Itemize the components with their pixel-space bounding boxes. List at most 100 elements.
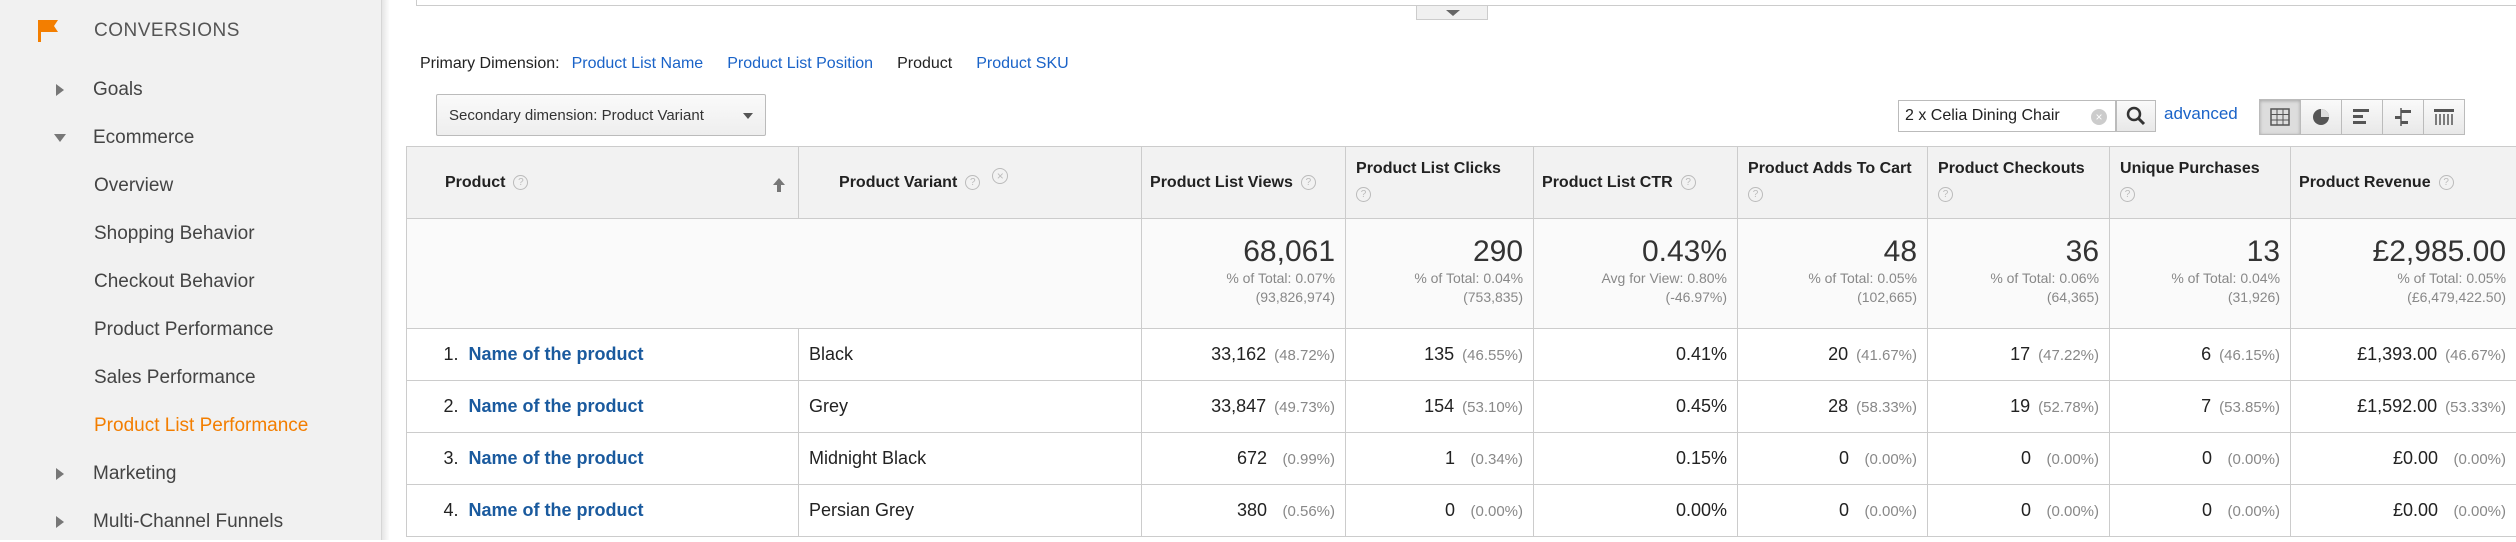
sidebar-item-goals[interactable]: Goals: [0, 70, 382, 110]
sidebar-item-product-performance[interactable]: Product Performance: [0, 310, 382, 350]
header-product-variant[interactable]: Product Variant?×: [799, 147, 1142, 219]
secondary-dimension-dropdown[interactable]: Secondary dimension: Product Variant: [436, 94, 766, 136]
expand-arrow-icon: [56, 84, 64, 96]
help-icon[interactable]: ?: [1681, 175, 1696, 190]
sidebar-item-label: Shopping Behavior: [94, 223, 255, 245]
dimension-product-list-position[interactable]: Product List Position: [727, 55, 873, 73]
header-label: Product: [445, 174, 505, 191]
report-main: Primary Dimension: Product List Name Pro…: [406, 0, 2516, 540]
cell-checkouts: 0(0.00%): [1928, 433, 2110, 485]
help-icon[interactable]: ?: [513, 175, 528, 190]
cell-checkouts: 19(52.78%): [1928, 381, 2110, 433]
product-name-link[interactable]: Name of the product: [469, 500, 644, 520]
cell-list-clicks: 135(46.55%): [1346, 329, 1534, 381]
cell-checkouts: 0(0.00%): [1928, 485, 2110, 537]
variant-cell: Grey: [799, 381, 1142, 433]
sort-ascending-icon[interactable]: [772, 177, 786, 193]
help-icon[interactable]: ?: [2120, 187, 2135, 202]
header-product-list-ctr[interactable]: Product List CTR?: [1534, 147, 1738, 219]
table-view-icon[interactable]: [2259, 99, 2301, 135]
product-name-link[interactable]: Name of the product: [469, 448, 644, 468]
variant-cell: Black: [799, 329, 1142, 381]
sidebar-item-shopping-behavior[interactable]: Shopping Behavior: [0, 214, 382, 254]
flag-icon: [36, 18, 60, 44]
product-name-link[interactable]: Name of the product: [469, 396, 644, 416]
sidebar-item-multi-channel-funnels[interactable]: Multi-Channel Funnels: [0, 502, 382, 542]
header-label: Product List Clicks: [1356, 160, 1501, 177]
total-checkouts: 36% of Total: 0.06%(64,365): [1928, 219, 2110, 329]
header-product-list-clicks[interactable]: Product List Clicks?: [1346, 147, 1534, 219]
sidebar-shadow: [382, 0, 390, 540]
variant-cell: Persian Grey: [799, 485, 1142, 537]
clear-search-icon[interactable]: ×: [2091, 109, 2107, 125]
help-icon[interactable]: ?: [1356, 187, 1371, 202]
search-button[interactable]: [2116, 100, 2156, 132]
help-icon[interactable]: ?: [2439, 175, 2454, 190]
header-product-revenue[interactable]: Product Revenue?: [2291, 147, 2516, 219]
totals-label-cell: [407, 219, 1142, 329]
comparison-view-icon[interactable]: [2382, 99, 2424, 135]
header-unique-purchases[interactable]: Unique Purchases?: [2110, 147, 2291, 219]
totals-row: 68,061% of Total: 0.07%(93,826,974) 290%…: [407, 219, 2516, 329]
sidebar-item-label: Ecommerce: [93, 127, 194, 149]
product-name-link[interactable]: Name of the product: [469, 344, 644, 364]
remove-dimension-icon[interactable]: ×: [992, 168, 1008, 184]
sidebar-item-label: Product List Performance: [94, 415, 308, 437]
table-search-input[interactable]: 2 x Celia Dining Chair ×: [1898, 100, 2116, 132]
total-adds-to-cart: 48% of Total: 0.05%(102,665): [1738, 219, 1928, 329]
total-unique-purchases: 13% of Total: 0.04%(31,926): [2110, 219, 2291, 329]
caret-down-icon: [743, 113, 753, 119]
pie-view-icon[interactable]: [2300, 99, 2342, 135]
total-revenue: £2,985.00% of Total: 0.05%(£6,479,422.50…: [2291, 219, 2516, 329]
report-table: Product? Product Variant?× Product List …: [406, 146, 2516, 537]
help-icon[interactable]: ?: [1301, 175, 1316, 190]
sidebar-item-marketing[interactable]: Marketing: [0, 454, 382, 494]
variant-cell: Midnight Black: [799, 433, 1142, 485]
header-label: Unique Purchases: [2120, 160, 2260, 177]
header-product[interactable]: Product?: [407, 147, 799, 219]
view-switcher: [2260, 99, 2465, 135]
cell-adds-to-cart: 20(41.67%): [1738, 329, 1928, 381]
sidebar-item-label: Checkout Behavior: [94, 271, 255, 293]
sidebar-item-product-list-performance[interactable]: Product List Performance: [0, 406, 382, 446]
total-list-ctr: 0.43%Avg for View: 0.80%(-46.97%): [1534, 219, 1738, 329]
cell-adds-to-cart: 0(0.00%): [1738, 433, 1928, 485]
expand-arrow-icon: [56, 516, 64, 528]
header-product-list-views[interactable]: Product List Views?: [1142, 147, 1346, 219]
sidebar-item-label: Goals: [93, 79, 143, 101]
header-label: Product Revenue: [2299, 174, 2431, 191]
help-icon[interactable]: ?: [965, 175, 980, 190]
pivot-view-icon[interactable]: [2423, 99, 2465, 135]
cell-list-views: 380(0.56%): [1142, 485, 1346, 537]
sidebar-item-ecommerce[interactable]: Ecommerce: [0, 118, 382, 158]
header-product-checkouts[interactable]: Product Checkouts?: [1928, 147, 2110, 219]
row-index: 2.: [407, 381, 459, 433]
dimension-product-list-name[interactable]: Product List Name: [572, 55, 704, 73]
sidebar-item-label: Marketing: [93, 463, 176, 485]
table-header-row: Product? Product Variant?× Product List …: [407, 147, 2516, 219]
help-icon[interactable]: ?: [1748, 187, 1763, 202]
dimension-product-current[interactable]: Product: [897, 55, 952, 73]
header-product-adds-to-cart[interactable]: Product Adds To Cart?: [1738, 147, 1928, 219]
collapse-chart-toggle[interactable]: [1416, 6, 1488, 20]
performance-view-icon[interactable]: [2341, 99, 2383, 135]
sidebar-item-checkout-behavior[interactable]: Checkout Behavior: [0, 262, 382, 302]
cell-list-clicks: 154(53.10%): [1346, 381, 1534, 433]
conversions-section[interactable]: CONVERSIONS: [36, 14, 240, 48]
cell-list-ctr: 0.00%: [1534, 485, 1738, 537]
sidebar-item-label: Sales Performance: [94, 367, 256, 389]
cell-adds-to-cart: 28(58.33%): [1738, 381, 1928, 433]
advanced-filter-link[interactable]: advanced: [2164, 104, 2238, 124]
sidebar-item-sales-performance[interactable]: Sales Performance: [0, 358, 382, 398]
dimension-product-sku[interactable]: Product SKU: [976, 55, 1068, 73]
sidebar-item-overview[interactable]: Overview: [0, 166, 382, 206]
sidebar-item-label: Multi-Channel Funnels: [93, 511, 283, 533]
help-icon[interactable]: ?: [1938, 187, 1953, 202]
total-list-views: 68,061% of Total: 0.07%(93,826,974): [1142, 219, 1346, 329]
expand-arrow-icon: [56, 468, 64, 480]
cell-revenue: £0.00(0.00%): [2291, 485, 2516, 537]
cell-list-views: 33,162(48.72%): [1142, 329, 1346, 381]
cell-adds-to-cart: 0(0.00%): [1738, 485, 1928, 537]
